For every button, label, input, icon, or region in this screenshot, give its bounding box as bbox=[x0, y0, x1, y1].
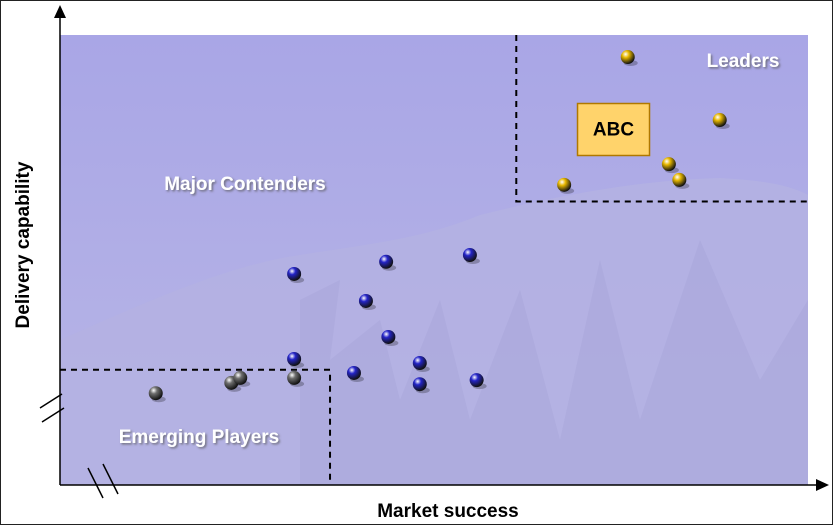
axis-break bbox=[87, 463, 119, 499]
point bbox=[381, 329, 396, 344]
point bbox=[672, 172, 687, 187]
annotation-box bbox=[576, 102, 651, 157]
annotation: ABC bbox=[593, 120, 634, 141]
point bbox=[412, 377, 427, 392]
y-axis-label: Delivery capability bbox=[13, 161, 34, 328]
point bbox=[469, 373, 484, 388]
region-border bbox=[515, 35, 808, 203]
quadrant-label: Major Contenders bbox=[164, 174, 326, 195]
quadrant-label: Leaders bbox=[707, 51, 780, 72]
point bbox=[287, 370, 302, 385]
y-axis-arrow bbox=[54, 5, 66, 18]
x-axis-arrow bbox=[816, 479, 829, 491]
point bbox=[620, 50, 635, 65]
point bbox=[462, 248, 477, 263]
point bbox=[412, 356, 427, 371]
point bbox=[557, 177, 572, 192]
point bbox=[148, 386, 163, 401]
point bbox=[661, 157, 676, 172]
x-axis-label: Market success bbox=[377, 501, 519, 522]
point bbox=[358, 293, 373, 308]
region-border bbox=[60, 368, 332, 485]
quadrant-label: Emerging Players bbox=[119, 427, 280, 448]
axis-break bbox=[39, 393, 65, 423]
point bbox=[712, 113, 727, 128]
point bbox=[233, 370, 248, 385]
point bbox=[287, 352, 302, 366]
mountain-shade bbox=[300, 240, 808, 485]
point bbox=[287, 266, 302, 281]
point bbox=[346, 365, 361, 380]
point bbox=[379, 254, 394, 269]
